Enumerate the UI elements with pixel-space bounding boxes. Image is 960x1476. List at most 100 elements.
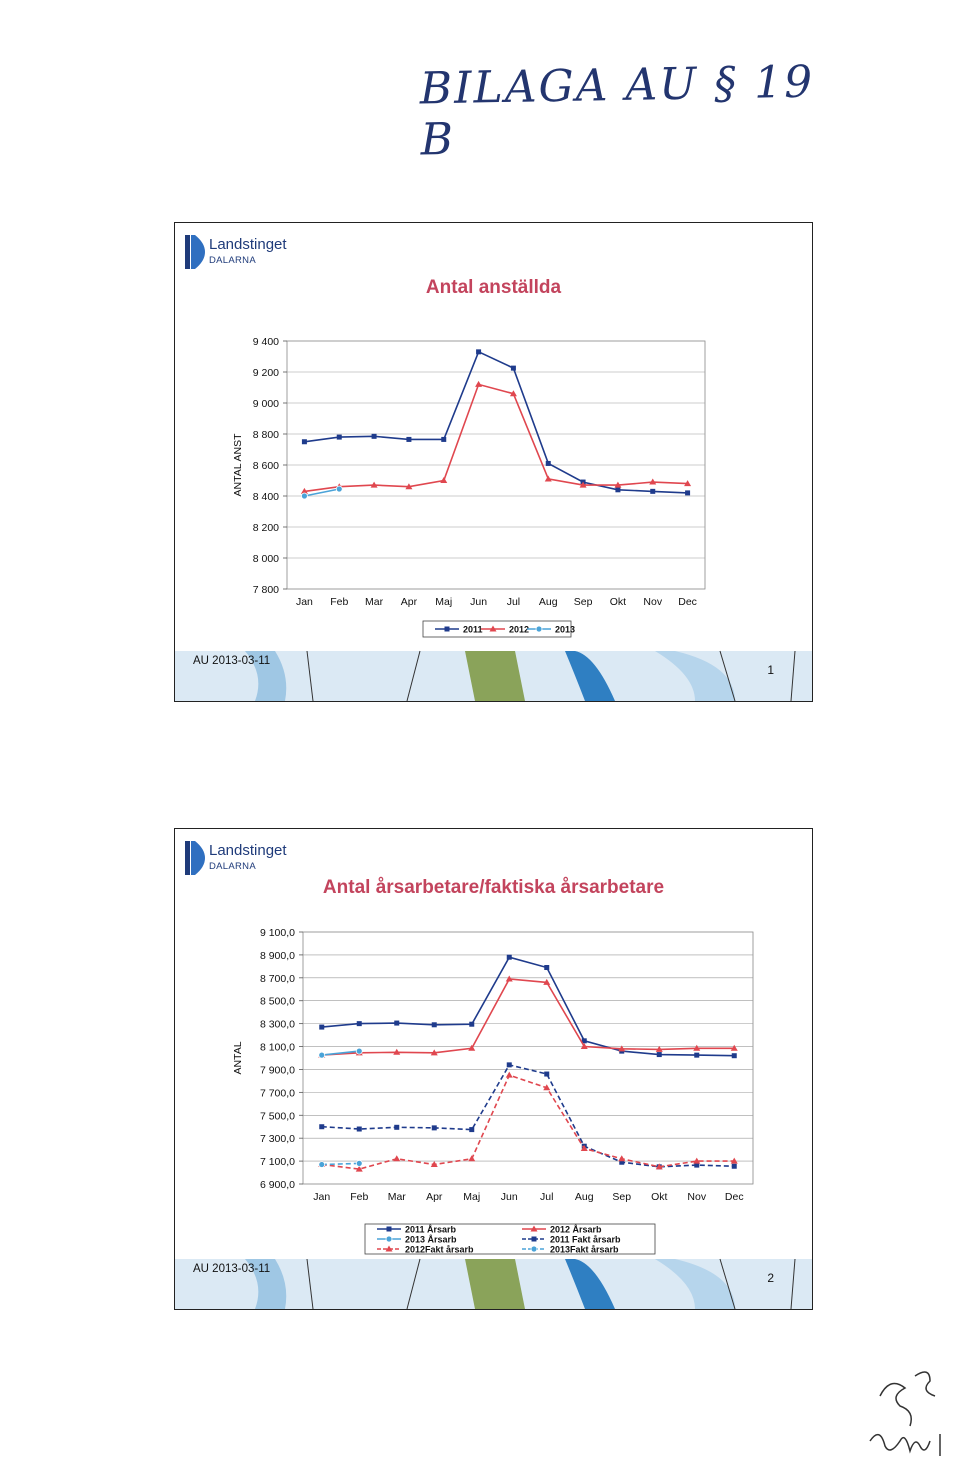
y-tick-label: 7 300,0 — [260, 1133, 295, 1145]
data-point — [655, 1163, 663, 1170]
x-tick-label: Sep — [612, 1191, 631, 1203]
data-point — [356, 1126, 362, 1132]
chart-antal-arsarbetare: 6 900,0 7 100,0 7 300,0 7 500,0 7 700,0 7 900… — [232, 927, 754, 1255]
logo-subtitle: DALARNA — [209, 255, 256, 266]
x-tick-label: Dec — [725, 1191, 744, 1203]
series-line — [304, 350, 688, 494]
series-line — [321, 1063, 735, 1168]
y-tick-label: 8 700,0 — [260, 973, 295, 985]
y-tick-label: 8 500,0 — [260, 996, 295, 1008]
y-tick-label: 8 800 — [253, 429, 279, 441]
data-point — [694, 1052, 700, 1058]
legend-marker — [385, 1235, 393, 1243]
legend-label: 2012 Årsarb — [550, 1225, 602, 1235]
footer-date: AU 2013-03-11 — [193, 655, 271, 667]
legend-marker — [444, 626, 450, 632]
slide-footer: AU 2013-03-11 2 — [175, 1253, 812, 1309]
legend-marker — [386, 1226, 392, 1232]
series-line — [321, 1050, 360, 1056]
data-point — [431, 1125, 437, 1131]
x-tick-label: Jan — [313, 1191, 330, 1203]
x-tick-label: Feb — [350, 1191, 368, 1203]
x-tick-label: Jul — [540, 1191, 553, 1203]
data-point — [615, 487, 621, 493]
handwritten-signature — [869, 1371, 941, 1456]
series-line — [321, 1074, 735, 1170]
data-point — [476, 349, 482, 355]
data-point — [618, 1045, 626, 1052]
data-point — [475, 380, 483, 387]
y-tick-label: 6 900,0 — [260, 1179, 295, 1191]
data-point — [393, 1155, 401, 1162]
data-point — [506, 954, 512, 960]
footer-decoration — [175, 650, 812, 701]
data-point — [355, 1159, 363, 1167]
data-point — [441, 436, 447, 442]
data-point — [685, 490, 691, 496]
y-tick-label: 8 600 — [253, 460, 279, 472]
series-line — [304, 383, 688, 493]
page-number: 2 — [767, 1271, 774, 1285]
y-tick-label: 7 700,0 — [260, 1087, 295, 1099]
series-line — [321, 956, 735, 1057]
x-tick-label: Jan — [296, 596, 313, 608]
legend-marker — [489, 625, 497, 632]
x-tick-label: Dec — [678, 596, 697, 608]
series-line — [321, 1162, 360, 1166]
data-point — [730, 1157, 738, 1164]
x-tick-label: Aug — [539, 596, 558, 608]
data-point — [619, 1159, 625, 1165]
data-point — [468, 1044, 476, 1051]
x-tick-label: Okt — [651, 1191, 667, 1203]
data-point — [693, 1044, 701, 1051]
data-point — [731, 1163, 737, 1169]
data-point — [318, 1051, 326, 1059]
data-point — [468, 1155, 476, 1162]
data-point — [301, 492, 308, 500]
data-point — [649, 478, 657, 485]
data-point — [430, 1161, 438, 1168]
data-point — [505, 975, 513, 982]
logo-name: Landstinget — [209, 842, 287, 859]
data-point — [301, 439, 307, 445]
landstinget-logo-icon — [185, 235, 205, 269]
x-tick-label: Jun — [470, 596, 487, 608]
data-point — [394, 1124, 400, 1130]
y-tick-label: 7 500,0 — [260, 1110, 295, 1122]
data-point — [319, 1124, 325, 1130]
x-tick-label: Nov — [643, 596, 662, 608]
legend-label: 2012 — [509, 625, 529, 635]
y-tick-label: 7 900,0 — [260, 1064, 295, 1076]
data-point — [506, 1062, 512, 1068]
x-tick-label: Okt — [610, 596, 626, 608]
data-point — [371, 433, 377, 439]
y-tick-label: 8 400 — [253, 491, 279, 503]
data-point — [405, 483, 413, 490]
y-tick-label: 7 800 — [253, 584, 279, 596]
logo-name: Landstinget — [209, 236, 287, 253]
x-tick-label: Jul — [507, 596, 520, 608]
legend-box — [364, 1223, 656, 1255]
y-tick-label: 9 200 — [253, 367, 279, 379]
slide-title: Antal årsarbetare/faktiska årsarbetare — [322, 877, 665, 898]
data-point — [693, 1157, 701, 1164]
data-point — [510, 365, 516, 371]
landstinget-logo-icon — [185, 841, 205, 875]
slide-1: Landstinget DALARNA Antal anställda 7 80… — [174, 222, 813, 702]
legend-label: 2013 — [555, 625, 575, 635]
data-point — [319, 1024, 325, 1030]
y-tick-label: 9 400 — [253, 336, 279, 348]
data-point — [544, 965, 550, 971]
data-point — [543, 1084, 551, 1091]
legend-label: 2012Fakt årsarb — [405, 1245, 474, 1255]
logo-subtitle: DALARNA — [209, 861, 256, 872]
data-point — [300, 487, 308, 494]
data-point — [694, 1162, 700, 1168]
data-point — [356, 1021, 362, 1027]
y-tick-label: 9 000 — [253, 398, 279, 410]
data-point — [543, 978, 551, 985]
data-point — [406, 436, 412, 442]
legend-marker — [530, 1225, 538, 1232]
slide-footer: AU 2013-03-11 1 — [175, 645, 812, 701]
chart-antal-anstallda: 7 800 8 000 8 200 8 400 8 600 8 800 9 000 9 200… — [232, 336, 706, 638]
